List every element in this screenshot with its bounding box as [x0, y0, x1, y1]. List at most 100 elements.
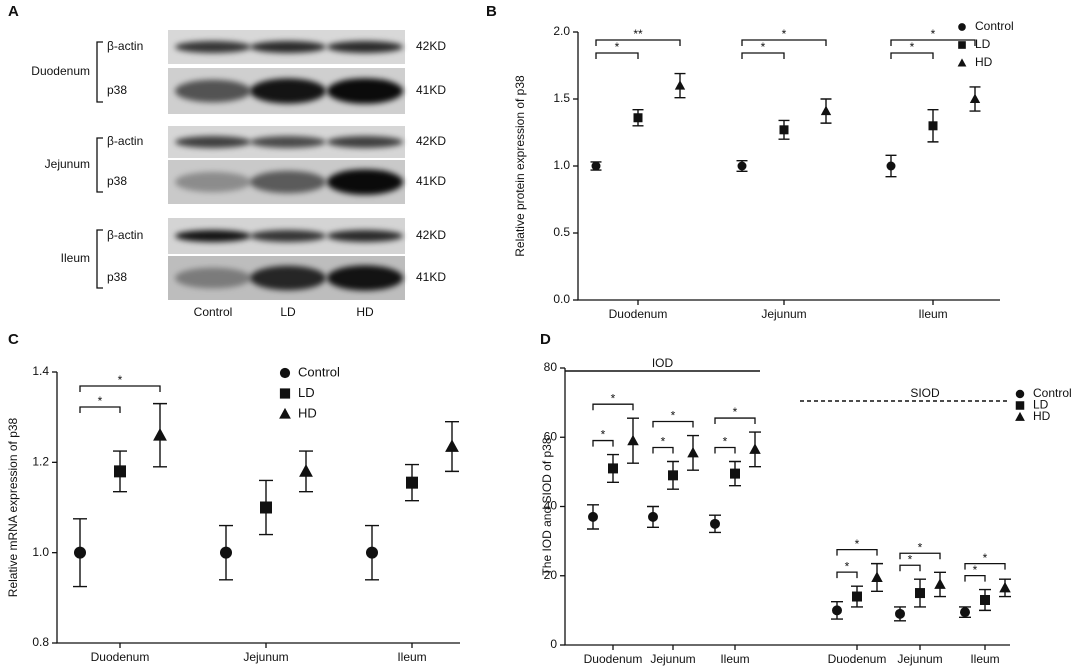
band-size: 41KD [416, 83, 446, 97]
significance-bracket [890, 52, 934, 59]
significance-label: * [910, 40, 915, 54]
legend-marker [1015, 411, 1025, 421]
significance-label: * [671, 409, 676, 423]
marker [730, 468, 740, 479]
marker [928, 121, 938, 131]
marker [633, 113, 643, 123]
y-tick-label: 1.0 [553, 158, 570, 172]
marker [779, 125, 789, 135]
y-axis-label: Relative protein expression of p38 [513, 75, 527, 257]
blot-band [175, 136, 251, 148]
band-name: β-actin [107, 39, 143, 53]
blot-band [327, 136, 403, 148]
marker [366, 546, 378, 559]
x-tick-label: Duodenum [584, 652, 643, 666]
significance-label: * [845, 559, 850, 573]
significance-bracket [836, 571, 858, 579]
marker [737, 161, 747, 171]
marker [114, 465, 126, 478]
blot-band [175, 171, 251, 193]
marker [980, 594, 990, 605]
band-size: 41KD [416, 270, 446, 284]
band-name: p38 [107, 83, 127, 97]
marker [608, 463, 618, 474]
legend-label: LD [1033, 398, 1049, 412]
marker [820, 105, 832, 116]
marker [627, 434, 639, 446]
significance-label: * [931, 27, 936, 41]
significance-label: * [723, 435, 728, 449]
band-name: p38 [107, 270, 127, 284]
marker [674, 80, 686, 90]
marker [871, 571, 883, 582]
marker [668, 470, 678, 481]
bracket [96, 137, 103, 193]
blot-band [175, 79, 251, 103]
x-tick-label: Duodenum [91, 650, 150, 664]
marker [886, 161, 896, 171]
significance-label: * [908, 552, 913, 566]
lane-label: LD [280, 305, 296, 319]
significance-label: * [118, 373, 123, 387]
significance-bracket [964, 562, 1006, 570]
x-tick-label: Ileum [970, 652, 999, 666]
blot-band [250, 170, 326, 194]
significance-bracket [652, 420, 694, 428]
tissue-name: Ileum [61, 251, 90, 265]
legend-label: Control [975, 19, 1014, 33]
band-size: 42KD [416, 228, 446, 242]
significance-label: * [661, 435, 666, 449]
significance-bracket [890, 39, 976, 46]
axes [564, 368, 1010, 646]
significance-bracket [836, 548, 878, 556]
marker [406, 476, 418, 489]
legend-label: HD [975, 55, 993, 69]
legend-marker [957, 58, 967, 67]
marker [687, 446, 699, 458]
significance-bracket [595, 52, 639, 59]
y-tick-label: 1.5 [553, 91, 570, 105]
significance-label: ** [633, 27, 643, 41]
significance-label: * [733, 405, 738, 419]
x-tick-label: Ileum [397, 650, 426, 664]
legend-label: LD [298, 385, 315, 400]
band-name: p38 [107, 174, 127, 188]
significance-label: * [615, 40, 620, 54]
band-size: 42KD [416, 134, 446, 148]
blot-band [250, 41, 326, 53]
band-name: β-actin [107, 134, 143, 148]
bracket [96, 229, 103, 289]
x-tick-label: Jejunum [243, 650, 288, 664]
legend-marker [279, 388, 291, 399]
significance-bracket [899, 552, 941, 560]
panel-label: A [8, 3, 19, 20]
marker [710, 518, 720, 529]
legend-marker [958, 41, 966, 49]
legend-marker [1015, 389, 1025, 399]
marker [749, 443, 761, 454]
x-tick-label: Jejunum [761, 307, 806, 321]
blot-band [327, 265, 403, 291]
significance-bracket [595, 39, 681, 46]
blot-band [327, 78, 403, 104]
blot-band [250, 230, 326, 242]
y-tick-label: 80 [544, 360, 558, 374]
significance-label: * [782, 27, 787, 41]
marker [588, 511, 598, 522]
marker [999, 581, 1011, 593]
tissue-name: Duodenum [31, 64, 90, 78]
panel-label: B [486, 3, 497, 20]
marker [591, 161, 601, 171]
y-tick-label: 1.2 [32, 455, 49, 469]
axes [56, 372, 460, 644]
x-tick-label: Jejunum [897, 652, 942, 666]
significance-label: * [855, 537, 860, 551]
blot-band [327, 41, 403, 53]
bracket [96, 41, 103, 103]
marker [852, 591, 862, 602]
significance-label: * [601, 428, 606, 442]
y-tick-label: 2.0 [553, 24, 570, 38]
significance-bracket [592, 403, 634, 411]
legend-label: Control [298, 364, 340, 379]
